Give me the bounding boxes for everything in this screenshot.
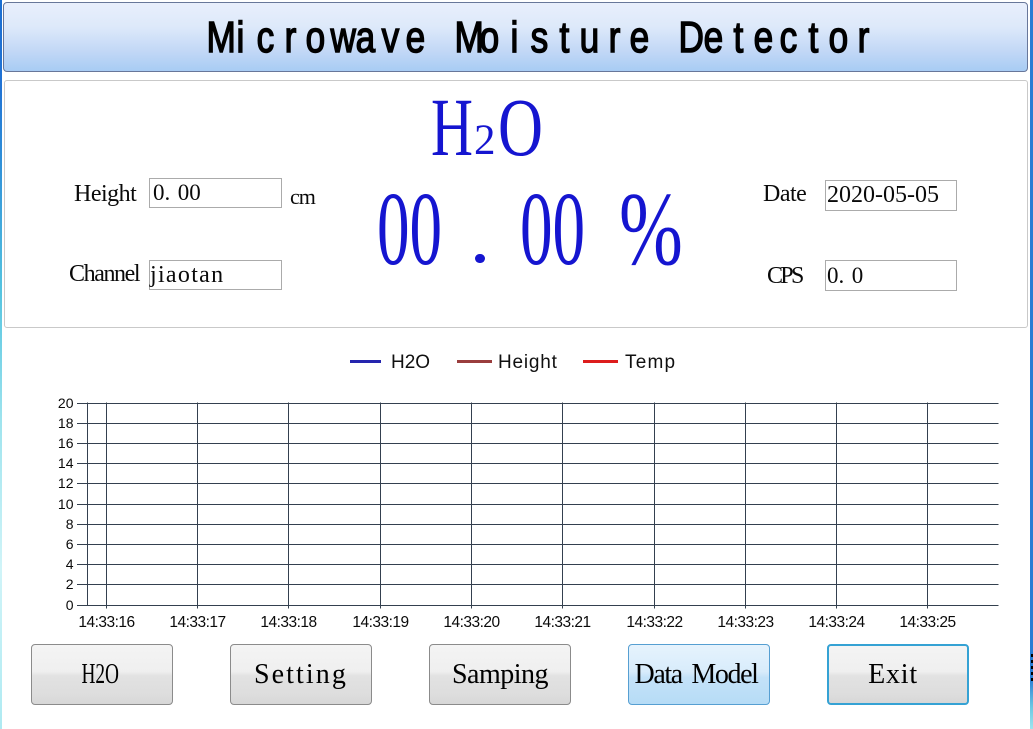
svg-text:14: 14 [58,455,74,471]
svg-text:8: 8 [66,516,74,532]
svg-text:14:33:22: 14:33:22 [626,614,682,631]
svg-text:14:33:18: 14:33:18 [260,614,316,631]
svg-text:0: 0 [66,597,74,613]
svg-text:12: 12 [58,475,74,491]
svg-text:20: 20 [58,395,74,411]
svg-text:16: 16 [58,435,74,451]
svg-text:14:33:23: 14:33:23 [717,614,773,631]
svg-text:10: 10 [58,496,74,512]
svg-text:2: 2 [66,576,74,592]
svg-text:14:33:19: 14:33:19 [352,614,408,631]
svg-text:18: 18 [58,415,74,431]
svg-text:14:33:20: 14:33:20 [443,614,500,631]
svg-text:4: 4 [66,556,74,572]
svg-text:14:33:24: 14:33:24 [808,614,865,631]
svg-text:14:33:25: 14:33:25 [899,614,955,631]
svg-text:6: 6 [66,536,74,552]
svg-text:14:33:21: 14:33:21 [534,614,590,631]
svg-text:14:33:16: 14:33:16 [78,614,134,631]
svg-text:14:33:17: 14:33:17 [169,614,225,631]
